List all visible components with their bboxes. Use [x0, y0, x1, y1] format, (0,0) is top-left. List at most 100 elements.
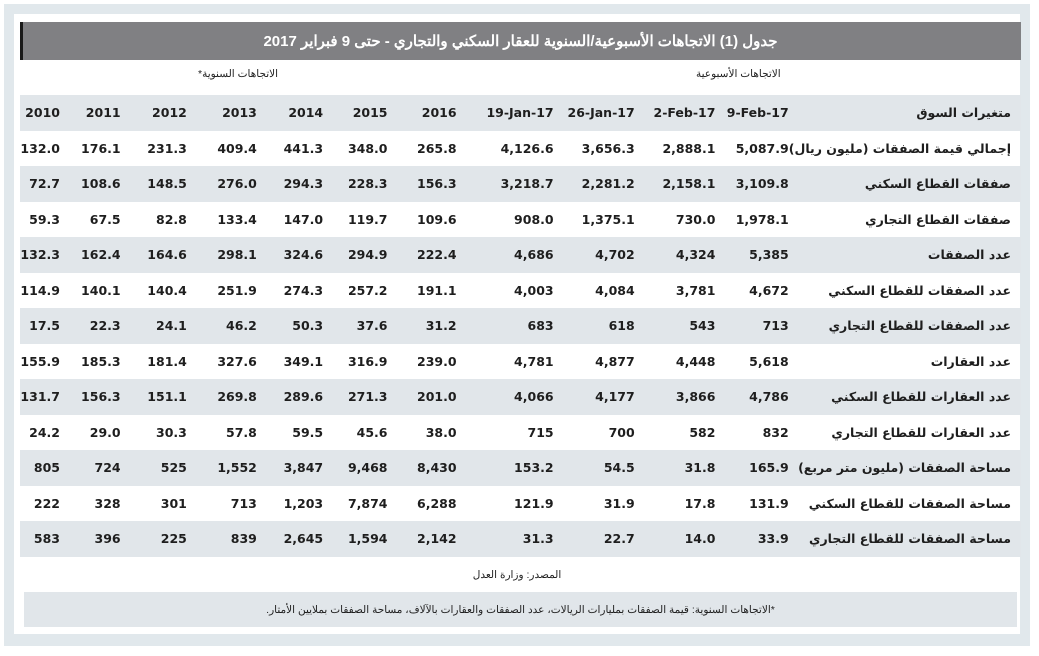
weekly-cell: 683 — [527, 318, 554, 334]
annual-cell: 265.8 — [417, 140, 457, 156]
weekly-cell: 165.9 — [749, 460, 789, 476]
annual-cell: 2,142 — [417, 531, 457, 547]
row-label: عدد العقارات للقطاع التجاري — [831, 424, 1011, 440]
annual-cell: 1,203 — [283, 495, 324, 511]
annual-cell: 583 — [33, 531, 60, 547]
annual-cell: 441.3 — [283, 140, 324, 156]
annual-cell: 30.3 — [156, 424, 187, 440]
table-row: 132.0 176.1 231.3 409.4 441.3 348.0 265.8 4,126… — [20, 131, 1021, 167]
weekly-cell: 22.7 — [603, 531, 635, 547]
weekly-cell: 713 — [762, 318, 789, 334]
annual-cell: 231.3 — [147, 140, 187, 156]
annual-cell: 348.0 — [347, 140, 388, 156]
weekly-cell: 4,324 — [675, 247, 716, 263]
row-label: مساحة الصفقات للقطاع التجاري — [809, 531, 1011, 547]
annual-cell: 148.5 — [147, 176, 187, 192]
annual-cell: 132.3 — [20, 247, 60, 263]
annual-cell: 222 — [33, 495, 60, 511]
annual-cell: 324.6 — [283, 247, 324, 263]
annual-cell: 3,847 — [283, 460, 324, 476]
weekly-cell: 543 — [689, 318, 716, 334]
annual-cell: 201.0 — [417, 389, 457, 405]
weekly-cell: 2,888.1 — [662, 140, 716, 156]
row-label: عدد الصفقات للقطاع السكني — [828, 282, 1011, 298]
row-label: مساحة الصفقات للقطاع السكني — [808, 495, 1011, 511]
annual-cell: 327.6 — [217, 353, 257, 369]
annual-cell: 24.2 — [29, 424, 60, 440]
annual-cell: 289.6 — [283, 389, 324, 405]
annual-cell: 176.1 — [81, 140, 121, 156]
weekly-cell: 31.9 — [603, 495, 635, 511]
weekly-cell: 3,656.3 — [581, 140, 635, 156]
weekly-cell: 715 — [527, 424, 554, 440]
annual-cell: 2016 — [421, 105, 457, 121]
annual-cell: 46.2 — [226, 318, 257, 334]
annual-cell: 67.5 — [89, 211, 121, 227]
annual-cell: 274.3 — [283, 282, 324, 298]
weekly-cell: 1,375.1 — [581, 211, 635, 227]
weekly-cell: 2,158.1 — [662, 176, 716, 192]
annual-cell: 6,288 — [417, 495, 457, 511]
annual-cell: 38.0 — [425, 424, 457, 440]
annual-cell: 294.3 — [283, 176, 324, 192]
table-title: جدول (1) الاتجاهات الأسبوعية/السنوية للع… — [20, 22, 1021, 60]
weekly-cell: 4,177 — [595, 389, 635, 405]
annual-cell: 257.2 — [347, 282, 388, 298]
annual-cell: 301 — [160, 495, 187, 511]
annual-cell: 525 — [160, 460, 187, 476]
table-row: 222 328 301 713 1,203 7,874 6,288 121.9 31.9 17.8… — [20, 486, 1021, 522]
weekly-cell: 4,672 — [749, 282, 789, 298]
annual-cell: 225 — [160, 531, 187, 547]
annual-cell: 59.3 — [29, 211, 60, 227]
table-row: 583 396 225 839 2,645 1,594 2,142 31.3 22.7 14.0 3… — [20, 521, 1021, 557]
weekly-cell: 4,084 — [595, 282, 635, 298]
annual-cell: 147.0 — [283, 211, 324, 227]
row-label: مساحة الصفقات (مليون متر مربع) — [798, 460, 1011, 476]
annual-cell: 2013 — [222, 105, 257, 121]
annual-cell: 164.6 — [147, 247, 187, 263]
table-row: 59.3 67.5 82.8 133.4 147.0 119.7 109.6 908.0 1,3… — [20, 202, 1021, 238]
weekly-cell: 618 — [608, 318, 635, 334]
annual-cell: 7,874 — [347, 495, 388, 511]
table-header-row: 2010 2011 2012 2013 2014 2015 2016 19-Jan-17 26-… — [20, 95, 1021, 131]
weekly-cell: 31.8 — [684, 460, 716, 476]
weekly-cell: 4,066 — [514, 389, 554, 405]
annual-cell: 805 — [33, 460, 60, 476]
weekly-cell: 9-Feb-17 — [726, 105, 789, 121]
annual-cell: 59.5 — [292, 424, 324, 440]
table-panel: جدول (1) الاتجاهات الأسبوعية/السنوية للع… — [14, 14, 1021, 634]
weekly-cell: 3,781 — [675, 282, 716, 298]
weekly-cell: 4,781 — [514, 353, 554, 369]
annual-cell: 9,468 — [347, 460, 388, 476]
weekly-cell: 4,686 — [514, 247, 554, 263]
annual-cell: 8,430 — [417, 460, 457, 476]
annual-cell: 185.3 — [81, 353, 121, 369]
annual-cell: 109.6 — [417, 211, 457, 227]
annual-cell: 2015 — [352, 105, 388, 121]
annual-cell: 1,552 — [217, 460, 257, 476]
annual-cell: 409.4 — [217, 140, 257, 156]
annual-cell: 140.1 — [81, 282, 121, 298]
annual-cell: 133.4 — [217, 211, 257, 227]
annual-cell: 2014 — [288, 105, 324, 121]
row-label: إجمالي قيمة الصفقات (مليون ريال) — [788, 140, 1011, 156]
annual-cell: 2012 — [152, 105, 187, 121]
annual-cell: 29.0 — [89, 424, 121, 440]
annual-trends-label: الاتجاهات السنوية* — [198, 68, 279, 80]
weekly-cell: 33.9 — [757, 531, 789, 547]
annual-cell: 349.1 — [283, 353, 324, 369]
weekly-trends-label: الاتجاهات الأسبوعية — [696, 68, 781, 80]
weekly-cell: 54.5 — [603, 460, 635, 476]
table-row: 155.9 185.3 181.4 327.6 349.1 316.9 239.0 4,781… — [20, 344, 1021, 380]
weekly-cell: 832 — [762, 424, 789, 440]
weekly-cell: 700 — [608, 424, 635, 440]
row-label: عدد الصفقات — [927, 247, 1011, 263]
annual-cell: 156.3 — [417, 176, 457, 192]
annual-cell: 294.9 — [347, 247, 388, 263]
source-note: المصدر: وزارة العدل — [472, 569, 562, 581]
annual-cell: 37.6 — [356, 318, 388, 334]
table-row: 132.3 162.4 164.6 298.1 324.6 294.9 222.4 4,686… — [20, 237, 1021, 273]
annual-cell: 131.7 — [20, 389, 60, 405]
weekly-cell: 3,218.7 — [500, 176, 554, 192]
annual-cell: 713 — [230, 495, 257, 511]
